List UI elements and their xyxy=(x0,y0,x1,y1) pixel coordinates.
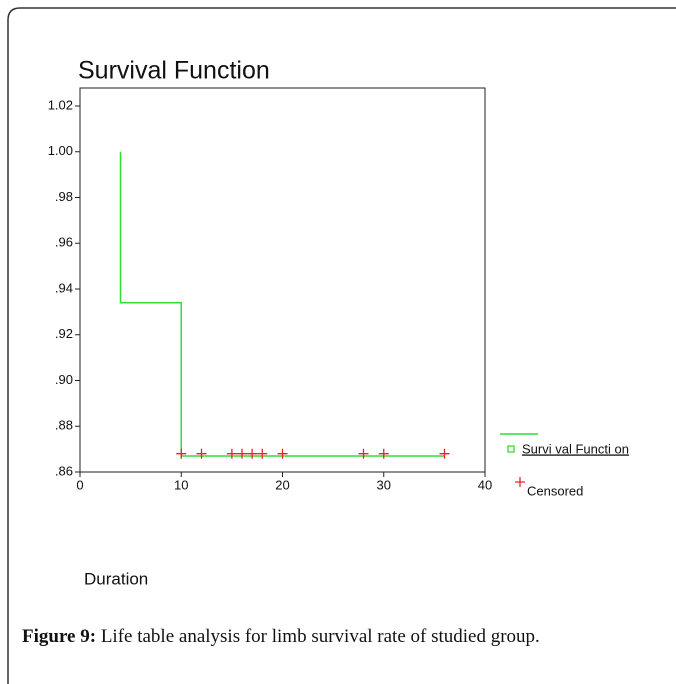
caption: Figure 9: Life table analysis for limb s… xyxy=(22,626,540,647)
y-tick-label: .92 xyxy=(55,326,73,341)
y-tick-label: 1.00 xyxy=(48,143,73,158)
legend-swatch xyxy=(507,445,515,453)
y-tick-label: .88 xyxy=(55,418,73,433)
caption-label: Figure 9: xyxy=(22,626,96,647)
x-axis-label: Duration xyxy=(84,569,148,588)
censored-marker xyxy=(176,448,187,459)
figure-border xyxy=(7,7,676,684)
y-tick-label: .96 xyxy=(55,235,73,250)
censored-marker xyxy=(378,448,389,459)
survival-line xyxy=(119,151,445,457)
x-tick-label: 20 xyxy=(275,477,289,492)
x-tick-label: 0 xyxy=(76,477,83,492)
censored-marker xyxy=(247,448,258,459)
censored-marker xyxy=(226,448,237,459)
y-tick-label: .86 xyxy=(55,463,73,478)
y-tick-label: .94 xyxy=(55,280,73,295)
x-tick-label: 40 xyxy=(478,477,492,492)
legend-label: Censored xyxy=(527,483,583,498)
censored-marker xyxy=(277,448,288,459)
legend-label: Survi val Functi on xyxy=(522,441,629,456)
caption-text: Life table analysis for limb survival ra… xyxy=(101,626,540,647)
y-tick-label: .98 xyxy=(55,189,73,204)
y-tick-label: 1.02 xyxy=(48,97,73,112)
x-tick-label: 30 xyxy=(377,477,391,492)
plot-frame xyxy=(79,87,486,473)
censored-marker xyxy=(257,448,268,459)
censored-marker xyxy=(237,448,247,459)
censored-marker xyxy=(439,448,450,459)
legend-marker xyxy=(515,477,525,487)
censored-marker xyxy=(358,448,369,459)
chart-title: Survival Function xyxy=(78,57,270,85)
censored-marker xyxy=(196,448,207,459)
x-tick-label: 10 xyxy=(174,477,188,492)
y-tick-label: .90 xyxy=(55,372,73,387)
